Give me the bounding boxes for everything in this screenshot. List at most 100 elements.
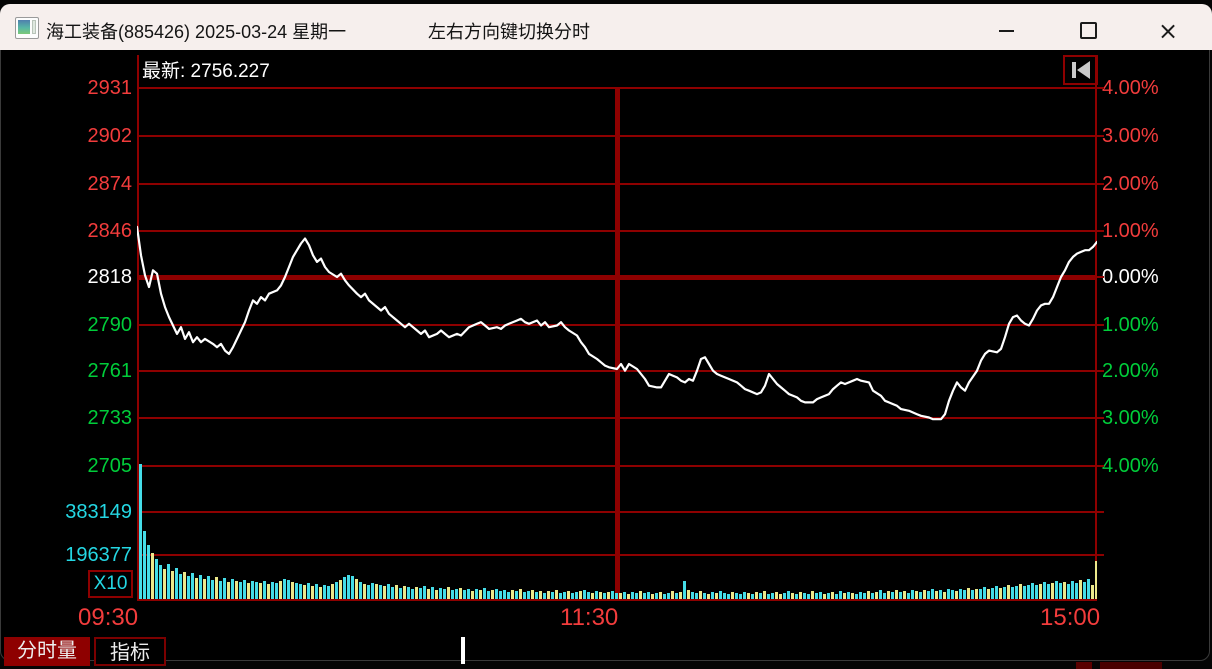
volume-bar <box>635 593 638 599</box>
volume-bar <box>295 583 298 599</box>
volume-bar <box>503 590 506 599</box>
price-axis-label: 2790 <box>87 314 133 336</box>
window-title: 海工装备(885426) 2025-03-24 星期一 <box>46 22 347 42</box>
volume-bar <box>287 580 290 599</box>
tab-indicator[interactable]: 指标 <box>94 637 166 666</box>
volume-bar <box>751 594 754 599</box>
app-icon-chart-pane <box>18 20 30 34</box>
volume-bar <box>199 575 202 599</box>
volume-bar <box>555 590 558 599</box>
volume-bar <box>643 593 646 599</box>
text-cursor <box>461 637 465 664</box>
volume-bar <box>403 586 406 599</box>
volume-bar <box>935 591 938 599</box>
volume-bar <box>439 588 442 599</box>
volume-bar <box>459 588 462 599</box>
volume-bar <box>347 575 350 599</box>
volume-bar <box>683 581 686 599</box>
volume-bar <box>183 572 186 599</box>
percent-axis-label: 1.00% <box>1102 220 1159 242</box>
volume-bar <box>679 592 682 599</box>
volume-bar <box>623 592 626 599</box>
price-axis-label: 2931 <box>87 77 133 99</box>
volume-bar <box>567 591 570 599</box>
volume-bar <box>455 589 458 599</box>
volume-bar <box>559 593 562 599</box>
volume-bar <box>1095 561 1097 599</box>
volume-bar <box>675 593 678 599</box>
volume-bar <box>1083 582 1086 599</box>
volume-bar <box>531 590 534 599</box>
volume-bar <box>203 579 206 599</box>
volume-bar <box>167 564 170 599</box>
skip-to-start-icon <box>1071 62 1076 78</box>
volume-bar <box>251 581 254 599</box>
volume-bar <box>883 593 886 599</box>
volume-bar <box>659 592 662 599</box>
volume-bar <box>351 576 354 599</box>
volume-bar <box>591 593 594 599</box>
volume-bar <box>1015 586 1018 599</box>
volume-bar <box>955 591 958 599</box>
axis-tick <box>1097 135 1104 137</box>
volume-bar <box>983 587 986 599</box>
volume-bar <box>671 591 674 599</box>
volume-bar <box>191 573 194 599</box>
volume-bar <box>223 578 226 599</box>
volume-bar <box>259 583 262 599</box>
volume-bar <box>979 589 982 599</box>
volume-bar <box>447 587 450 599</box>
intraday-chart[interactable] <box>137 55 1097 601</box>
skip-to-start-button[interactable] <box>1063 55 1098 85</box>
volume-bar <box>595 591 598 599</box>
volume-bar <box>807 594 810 599</box>
volume-bar <box>851 593 854 599</box>
volume-bar <box>583 590 586 599</box>
minimize-button[interactable] <box>983 8 1029 53</box>
volume-bar <box>971 590 974 599</box>
volume-bar <box>571 593 574 599</box>
volume-bar <box>1039 584 1042 599</box>
background-window-fragment <box>1100 662 1162 669</box>
volume-bar <box>371 583 374 599</box>
volume-bar <box>215 577 218 599</box>
close-button[interactable]: × <box>1145 8 1191 53</box>
maximize-button[interactable] <box>1065 8 1111 53</box>
volume-bar <box>363 584 366 599</box>
latest-price-label: 最新: 2756.227 <box>142 61 270 82</box>
volume-bar <box>1075 583 1078 599</box>
axis-tick <box>1097 230 1104 232</box>
window-title-hint: 左右方向键切换分时 <box>428 22 590 42</box>
volume-bar <box>711 592 714 599</box>
tab-minute-volume[interactable]: 分时量 <box>4 637 90 666</box>
volume-bar <box>331 584 334 599</box>
volume-bar <box>291 582 294 599</box>
volume-bar <box>839 591 842 599</box>
chart-canvas[interactable] <box>137 55 1097 601</box>
volume-bar <box>143 531 146 599</box>
volume-bar <box>175 568 178 599</box>
volume-bar <box>811 591 814 599</box>
volume-bar <box>739 594 742 599</box>
volume-bar <box>1019 584 1022 599</box>
volume-bar <box>375 584 378 599</box>
volume-bar <box>239 582 242 599</box>
volume-bar <box>603 593 606 599</box>
axis-tick <box>1097 276 1104 278</box>
titlebar[interactable]: 海工装备(885426) 2025-03-24 星期一 左右方向键切换分时 × <box>0 4 1212 50</box>
volume-bar <box>891 592 894 599</box>
volume-bar <box>139 464 142 599</box>
volume-bar <box>383 586 386 599</box>
volume-bar <box>263 581 266 599</box>
volume-bar <box>795 594 798 599</box>
volume-bar <box>999 588 1002 599</box>
volume-bar <box>803 593 806 599</box>
volume-bar <box>431 587 434 599</box>
volume-bar <box>715 593 718 599</box>
volume-bar <box>551 592 554 599</box>
volume-bar <box>1063 582 1066 599</box>
volume-bar <box>475 589 478 599</box>
volume-bar <box>767 594 770 599</box>
volume-bar <box>207 576 210 599</box>
